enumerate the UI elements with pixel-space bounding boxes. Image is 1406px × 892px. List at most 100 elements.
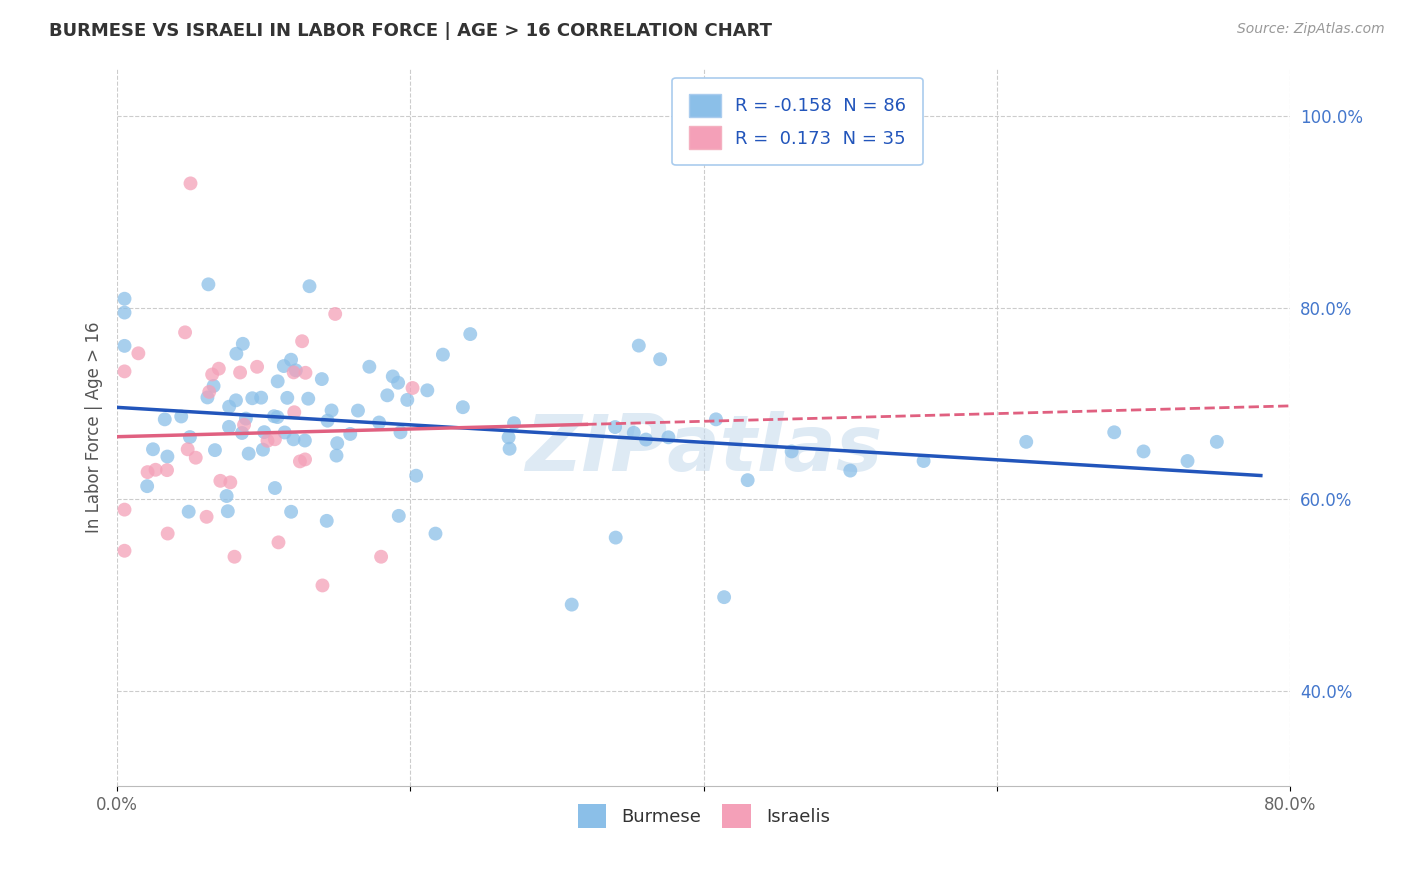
Point — [156, 526, 179, 541]
Point — [225, 347, 247, 361]
Point — [294, 366, 316, 380]
Point — [1177, 454, 1199, 468]
Point — [1132, 444, 1154, 458]
Point — [136, 479, 159, 493]
Point — [127, 346, 149, 360]
Point — [264, 481, 287, 495]
Point — [204, 443, 226, 458]
Point — [326, 436, 349, 450]
Point — [276, 391, 298, 405]
Point — [280, 352, 302, 367]
Point — [297, 392, 319, 406]
Point — [218, 400, 240, 414]
Point — [246, 359, 269, 374]
Point — [311, 372, 333, 386]
Point — [218, 420, 240, 434]
Point — [231, 425, 253, 440]
Point — [388, 508, 411, 523]
Point — [198, 384, 221, 399]
Point — [603, 420, 626, 434]
Point — [401, 381, 423, 395]
Point — [184, 450, 207, 465]
Point — [209, 474, 232, 488]
Point — [704, 412, 727, 426]
Point — [224, 549, 246, 564]
Point — [323, 307, 346, 321]
Point — [396, 392, 419, 407]
Point — [498, 430, 520, 444]
Point — [252, 442, 274, 457]
Point — [174, 326, 197, 340]
Point — [284, 363, 307, 377]
Point — [197, 391, 219, 405]
Point — [114, 292, 136, 306]
Point — [503, 416, 526, 430]
Point — [627, 338, 650, 352]
Point — [215, 489, 238, 503]
Point — [273, 425, 295, 440]
Point — [145, 463, 167, 477]
Point — [195, 509, 218, 524]
Point — [142, 442, 165, 457]
Point — [170, 409, 193, 424]
Point — [315, 514, 337, 528]
Point — [273, 359, 295, 373]
Point — [311, 578, 333, 592]
Point — [321, 403, 343, 417]
Point — [1205, 434, 1227, 449]
Point — [780, 444, 803, 458]
Point — [235, 411, 257, 425]
Point — [283, 405, 305, 419]
Point — [263, 409, 285, 424]
Point — [250, 391, 273, 405]
Point — [280, 505, 302, 519]
Point — [375, 388, 398, 402]
Point — [114, 305, 136, 319]
Point — [114, 502, 136, 516]
Point — [498, 442, 520, 456]
Point — [347, 403, 370, 417]
Point — [114, 364, 136, 378]
Point — [416, 384, 439, 398]
Text: BURMESE VS ISRAELI IN LABOR FORCE | AGE > 16 CORRELATION CHART: BURMESE VS ISRAELI IN LABOR FORCE | AGE … — [49, 22, 772, 40]
Point — [114, 339, 136, 353]
Point — [650, 352, 672, 367]
Point — [912, 454, 935, 468]
Point — [156, 450, 179, 464]
Point — [232, 336, 254, 351]
Point — [291, 334, 314, 349]
Point — [240, 391, 263, 405]
Point — [176, 442, 198, 457]
Point — [458, 327, 481, 342]
Point — [623, 425, 645, 440]
Point — [294, 452, 316, 467]
Point — [389, 425, 412, 440]
Point — [451, 401, 474, 415]
Point — [283, 433, 305, 447]
Point — [561, 598, 583, 612]
Point — [229, 366, 252, 380]
Point — [370, 549, 392, 564]
Point — [387, 376, 409, 390]
Point — [839, 464, 862, 478]
Y-axis label: In Labor Force | Age > 16: In Labor Force | Age > 16 — [86, 322, 103, 533]
Point — [605, 531, 627, 545]
Text: ZIP​atlas: ZIP​atlas — [524, 411, 883, 487]
Point — [238, 447, 260, 461]
Point — [634, 433, 657, 447]
Point — [294, 434, 316, 448]
Point — [737, 473, 759, 487]
Point — [201, 368, 224, 382]
Point — [713, 590, 735, 604]
Point — [266, 375, 288, 389]
Point — [253, 425, 276, 439]
Point — [225, 393, 247, 408]
Point — [179, 430, 201, 444]
Point — [405, 468, 427, 483]
Point — [325, 449, 347, 463]
Point — [425, 526, 447, 541]
Point — [114, 543, 136, 558]
Point — [381, 369, 404, 384]
Point — [288, 454, 311, 468]
Point — [156, 463, 179, 477]
